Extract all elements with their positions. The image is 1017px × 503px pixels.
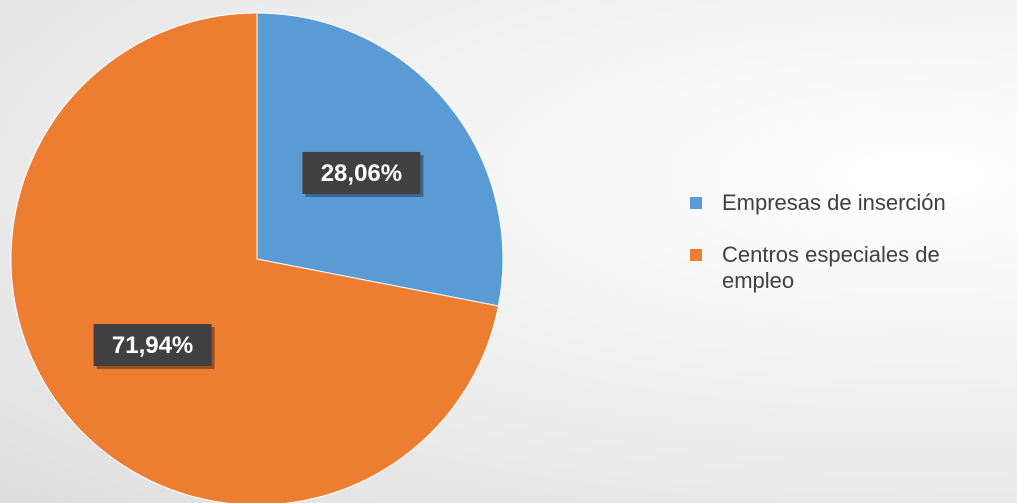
- data-label-empresas-de-insercion: 28,06%: [302, 151, 424, 197]
- legend-label-centros-especiales-de-empleo: Centros especiales de empleo: [722, 242, 940, 293]
- data-label-box: [302, 151, 421, 194]
- legend-swatch-centros-especiales-de-empleo: [690, 249, 702, 261]
- legend-item-centros-especiales-de-empleo: Centros especiales de empleo: [690, 242, 1017, 294]
- data-label-box: [93, 324, 212, 367]
- legend-item-empresas-de-insercion: Empresas de inserción: [690, 190, 1017, 216]
- chart-legend: Empresas de inserción Centros especiales…: [690, 190, 1017, 320]
- data-label-text: 28,06%: [321, 160, 402, 187]
- legend-swatch-empresas-de-insercion: [690, 197, 702, 209]
- data-label-text: 71,94%: [112, 332, 193, 359]
- pie-slices: [10, 12, 504, 503]
- data-label-centros-especiales-de-empleo: 71,94%: [93, 324, 215, 370]
- legend-label-empresas-de-insercion: Empresas de inserción: [722, 190, 946, 215]
- pie-data-labels: 28,06% 71,94%: [93, 151, 424, 370]
- pie-slice-centros-especiales-de-empleo: [10, 12, 500, 503]
